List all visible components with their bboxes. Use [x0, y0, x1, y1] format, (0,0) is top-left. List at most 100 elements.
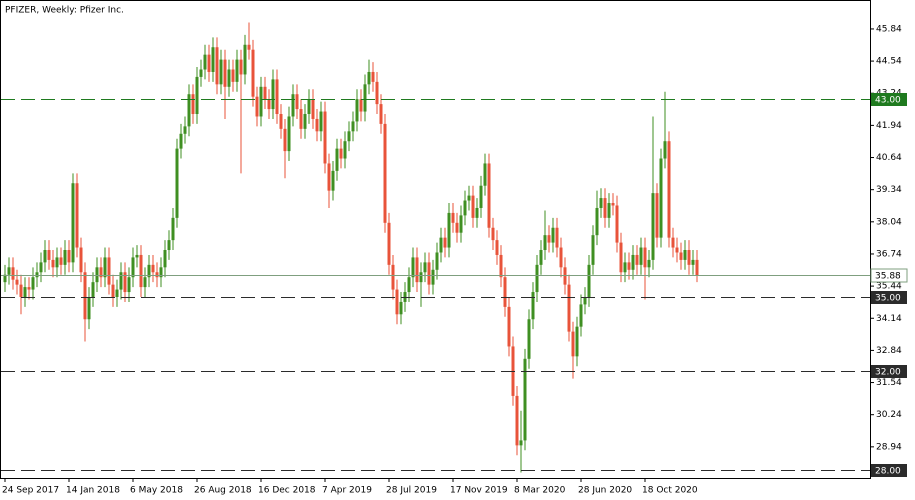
candle-body [663, 141, 667, 159]
level-label: 28.00 [875, 467, 901, 477]
candle-body [579, 304, 583, 327]
candle-body [547, 235, 551, 243]
candle-body [375, 81, 379, 105]
candle-body [583, 296, 587, 305]
candle-body [127, 277, 131, 293]
candle-body [463, 200, 467, 216]
candle-body [631, 254, 635, 270]
candle-body [63, 250, 67, 265]
candle-body [255, 96, 259, 117]
candle-body [687, 250, 691, 265]
candle-body [311, 99, 315, 119]
y-tick-label: 39.34 [876, 185, 902, 195]
candle-body [439, 237, 443, 253]
candle-body [675, 247, 679, 253]
level-label-box [871, 291, 907, 304]
y-tick-label: 36.74 [876, 249, 902, 259]
y-tick-label: 41.94 [876, 121, 902, 131]
candle-body [103, 257, 107, 278]
candle-body [651, 193, 655, 260]
x-tick-label: 8 Mar 2020 [514, 486, 566, 496]
candle-body [179, 133, 183, 149]
candle-body [119, 272, 123, 290]
candle-body [599, 198, 603, 208]
candle-body [659, 158, 663, 238]
x-tick-label: 18 Oct 2020 [642, 486, 698, 496]
candle-body [395, 289, 399, 315]
chart-title: PFIZER, Weekly: Pfizer Inc. [5, 6, 124, 16]
candle-body [211, 47, 215, 72]
candle-body [99, 267, 103, 278]
candle-body [479, 185, 483, 208]
candle-body [415, 257, 419, 283]
candle-body [115, 289, 119, 297]
candle-body [299, 109, 303, 129]
candle-body [271, 79, 275, 110]
level-label-box [871, 365, 907, 378]
candle-body [695, 259, 699, 276]
y-tick-label: 44.54 [876, 57, 902, 67]
candle-body [431, 269, 435, 285]
candle-body [267, 99, 271, 110]
candle-body [247, 44, 251, 50]
candle-body [471, 195, 475, 218]
candle-body [23, 287, 27, 297]
candle-body [87, 296, 91, 320]
candle-body [407, 277, 411, 293]
candle-body [643, 247, 647, 268]
y-tick-label: 34.14 [876, 314, 902, 324]
candle-body [215, 47, 219, 85]
candle-body [147, 264, 151, 278]
x-tick-label: 7 Apr 2019 [322, 486, 372, 496]
candle-body [523, 358, 527, 441]
candle-body [135, 254, 139, 258]
candle-body [15, 279, 19, 285]
candle-body [399, 301, 403, 315]
candle-body [459, 215, 463, 233]
level-label: 43.00 [875, 96, 901, 106]
candle-body [423, 262, 427, 273]
candle-body [55, 257, 59, 268]
candle-body [519, 440, 523, 446]
candle-body [319, 111, 323, 132]
y-tick-label: 35.44 [876, 282, 902, 292]
candle-body [435, 252, 439, 270]
candle-body [615, 205, 619, 243]
candle-body [171, 217, 175, 241]
candle-body [47, 250, 51, 260]
candle-body [11, 267, 15, 280]
candle-body [123, 272, 127, 293]
candle-body [163, 250, 167, 268]
candle-body [359, 99, 363, 112]
candle-body [239, 59, 243, 75]
candle-body [95, 267, 99, 283]
candle-body [199, 69, 203, 77]
candle-body [567, 284, 571, 332]
candle-body [391, 264, 395, 290]
candle-body [3, 274, 7, 283]
y-tick-label: 31.54 [876, 378, 902, 388]
candle-body [27, 287, 31, 290]
candle-body [227, 69, 231, 87]
candle-body [691, 259, 695, 265]
candle-body [263, 86, 267, 100]
candle-body [143, 277, 147, 288]
candle-body [355, 99, 359, 122]
candle-body [323, 111, 327, 164]
level-label-box [871, 464, 907, 477]
candle-body [43, 250, 47, 263]
last-price-box [870, 268, 908, 283]
candle-body [627, 262, 631, 270]
x-tick-label: 26 Aug 2018 [194, 486, 252, 496]
candle-body [347, 131, 351, 142]
candle-body [35, 272, 39, 278]
candle-body [535, 264, 539, 293]
candle-body [543, 235, 547, 251]
candle-body [191, 94, 195, 115]
candle-body [419, 272, 423, 283]
candle-body [587, 264, 591, 297]
candle-body [203, 54, 207, 70]
candle-body [159, 267, 163, 278]
x-tick-label: 16 Dec 2018 [258, 486, 316, 496]
